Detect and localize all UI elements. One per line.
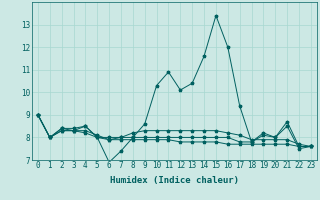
- X-axis label: Humidex (Indice chaleur): Humidex (Indice chaleur): [110, 176, 239, 185]
